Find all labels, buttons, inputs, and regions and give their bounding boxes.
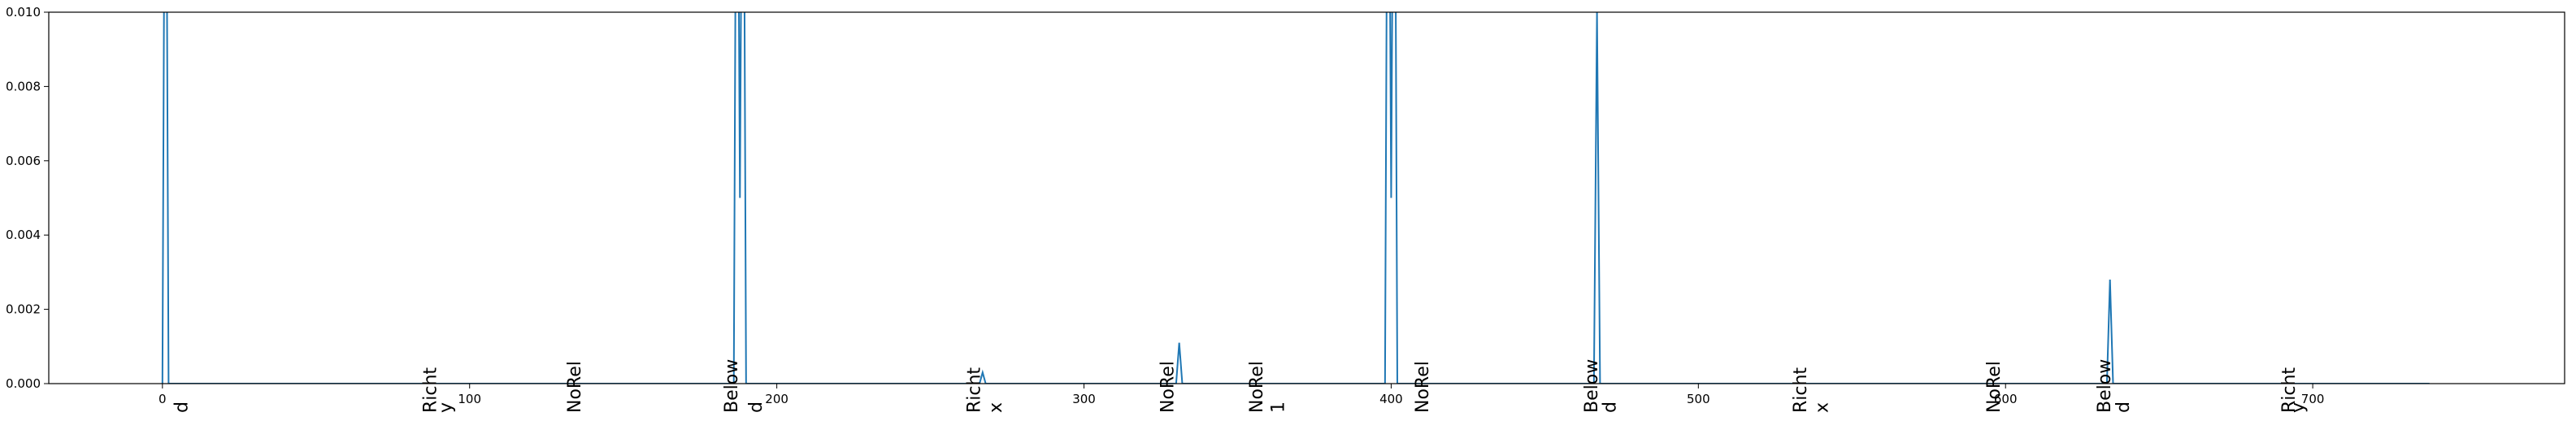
y-tick-label: 0.000 [6,376,41,391]
annotation: NoRel [1984,361,2005,413]
annotation: d [2113,401,2134,413]
annotation: Below [1582,359,1602,413]
annotation: 1 [1269,401,1289,413]
x-tick-label: 400 [1379,392,1403,406]
annotation: NoRel [1413,361,1433,413]
annotation: NoRel [1247,361,1267,413]
x-tick-label: 300 [1072,392,1096,406]
annotation: Below [2095,359,2115,413]
annotation: Below [722,359,742,413]
x-tick-label: 700 [2301,392,2325,406]
annotation: d [1601,401,1621,413]
y-tick-label: 0.002 [6,302,41,317]
y-tick-label: 0.008 [6,79,41,93]
annotation: NoRel [1158,361,1179,413]
y-tick-label: 0.006 [6,154,41,168]
annotation: Richt [964,367,984,413]
y-tick-label: 0.004 [6,228,41,242]
annotation: Richt [2279,367,2300,413]
x-tick-label: 600 [1994,392,2018,406]
x-tick-label: 0 [159,392,167,406]
annotation: x [1812,402,1832,413]
annotation: Richt [1791,367,1811,413]
annotation: Richt [421,367,441,413]
x-tick-label: 100 [458,392,481,406]
plot-area [49,12,2565,384]
annotation: d [746,401,767,413]
annotation: y [436,402,456,413]
annotation: x [986,402,1006,413]
axes-frame [48,11,2565,384]
data-line [161,12,2430,384]
annotation: NoRel [565,361,585,413]
annotation: d [172,401,192,413]
y-tick-label: 0.010 [6,5,41,20]
annotation: y [2288,402,2309,413]
x-tick-label: 500 [1687,392,1710,406]
x-tick-label: 200 [765,392,788,406]
